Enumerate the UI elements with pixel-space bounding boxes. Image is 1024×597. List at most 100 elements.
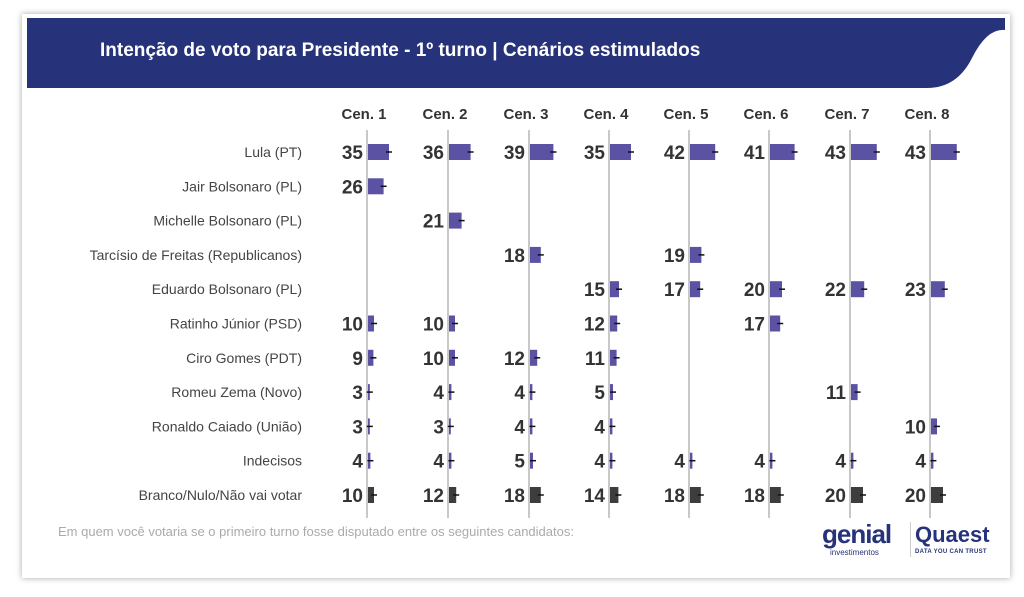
bar	[449, 212, 462, 229]
candidate-label: Romeu Zema (Novo)	[171, 384, 302, 400]
data-label: 22	[825, 280, 846, 301]
candidate-label: Lula (PT)	[244, 144, 302, 160]
data-label: 3	[433, 417, 444, 438]
bar	[770, 315, 781, 332]
data-label: 3	[352, 383, 363, 404]
candidate-label: Branco/Nulo/Não vai votar	[139, 487, 303, 503]
candidate-label: Ratinho Júnior (PSD)	[170, 316, 302, 332]
data-label: 4	[514, 417, 525, 438]
bar	[770, 144, 795, 160]
data-label: 23	[905, 280, 926, 301]
chart-card	[22, 14, 1010, 578]
bar	[449, 487, 457, 503]
data-label: 18	[504, 486, 525, 507]
bar	[931, 487, 943, 503]
data-label: 4	[754, 452, 765, 473]
candidate-label: Indecisos	[243, 453, 302, 469]
bar	[610, 144, 631, 160]
bar	[690, 144, 716, 160]
bar	[530, 487, 541, 503]
data-label: 17	[664, 280, 685, 301]
bar	[368, 144, 389, 160]
data-label: 4	[835, 452, 846, 473]
data-label: 5	[514, 452, 525, 473]
genial-logo: genial investimentos	[822, 519, 892, 558]
bar	[368, 178, 384, 195]
scenario-header: Cen. 7	[824, 106, 869, 123]
data-label: 10	[905, 417, 926, 438]
data-label: 35	[342, 143, 364, 164]
bar	[530, 246, 541, 263]
data-label: 14	[584, 486, 606, 507]
data-label: 43	[905, 143, 926, 164]
bar	[610, 281, 619, 298]
quaest-logo-subtext: DATA YOU CAN TRUST	[915, 549, 987, 555]
data-label: 17	[744, 315, 765, 336]
scenario-header: Cen. 6	[743, 106, 788, 123]
candidate-label: Eduardo Bolsonaro (PL)	[152, 281, 302, 297]
bar	[851, 144, 877, 160]
data-label: 3	[352, 417, 363, 438]
bar	[690, 487, 701, 503]
data-label: 11	[826, 383, 847, 404]
data-label: 4	[433, 452, 444, 473]
data-label: 10	[423, 315, 444, 336]
data-label: 15	[584, 280, 606, 301]
data-label: 18	[744, 486, 765, 507]
data-label: 11	[585, 349, 606, 370]
bar	[770, 487, 781, 503]
chart-title: Intenção de voto para Presidente - 1º tu…	[100, 40, 701, 61]
candidate-label: Ronaldo Caiado (União)	[152, 418, 302, 434]
genial-logo-text: genial	[822, 519, 892, 549]
data-label: 4	[514, 383, 525, 404]
title-banner	[27, 18, 1005, 88]
candidate-label: Michelle Bolsonaro (PL)	[153, 213, 302, 229]
data-label: 20	[744, 280, 765, 301]
bar	[610, 315, 618, 332]
scenario-header: Cen. 4	[583, 106, 629, 123]
scenario-header: Cen. 1	[341, 106, 386, 123]
data-label: 39	[504, 143, 525, 164]
genial-logo-subtext: investimentos	[830, 548, 879, 557]
data-label: 5	[594, 383, 605, 404]
bar	[530, 144, 554, 160]
data-label: 19	[664, 246, 685, 267]
data-label: 26	[342, 177, 363, 198]
data-label: 18	[504, 246, 525, 267]
bar	[690, 246, 702, 263]
bar	[530, 349, 538, 366]
bar	[931, 281, 945, 298]
data-label: 43	[825, 143, 846, 164]
scenario-header: Cen. 2	[422, 106, 467, 123]
data-label: 4	[594, 452, 605, 473]
scenario-header: Cen. 5	[663, 106, 708, 123]
data-label: 4	[594, 417, 605, 438]
data-label: 10	[342, 315, 363, 336]
bar	[690, 281, 701, 298]
bar	[851, 281, 865, 298]
data-label: 35	[584, 143, 606, 164]
question-note: Em quem você votaria se o primeiro turno…	[58, 524, 574, 539]
data-label: 9	[352, 349, 363, 370]
data-label: 4	[433, 383, 444, 404]
data-label: 4	[674, 452, 685, 473]
bar	[851, 384, 858, 401]
candidate-label: Jair Bolsonaro (PL)	[182, 178, 302, 194]
data-label: 18	[664, 486, 685, 507]
data-label: 36	[423, 143, 444, 164]
data-label: 20	[825, 486, 846, 507]
data-label: 20	[905, 486, 926, 507]
bar	[449, 144, 471, 160]
data-label: 12	[584, 315, 605, 336]
data-label: 42	[664, 143, 685, 164]
scenario-header: Cen. 3	[503, 106, 548, 123]
quaest-logo: Quaest DATA YOU CAN TRUST	[910, 522, 990, 557]
bar	[851, 487, 863, 503]
data-label: 21	[423, 212, 445, 233]
data-label: 4	[915, 452, 926, 473]
data-label: 12	[423, 486, 444, 507]
quaest-logo-text: Quaest	[915, 522, 990, 547]
data-label: 10	[342, 486, 363, 507]
bar	[610, 487, 619, 503]
